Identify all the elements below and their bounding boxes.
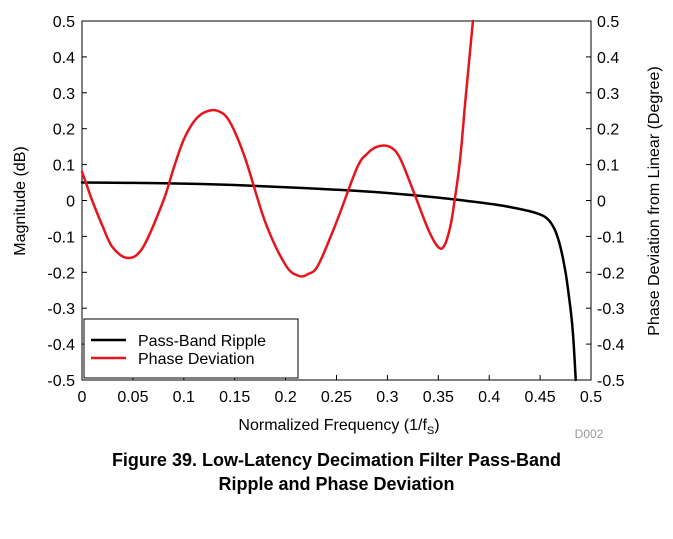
y-axis-ticks: -0.5 -0.4 -0.3 -0.2 -0.1 0 0.1 0.2 0.3 0.4 0.5: [47, 14, 87, 390]
y2-tick-label: 0.3: [597, 86, 619, 103]
x-tick-label: 0.3: [376, 389, 398, 406]
y2-tick-label: -0.4: [597, 337, 625, 354]
y2-tick-label: -0.2: [597, 265, 625, 282]
pass-band-ripple-line: [80, 181, 577, 382]
y2-tick-label: 0.1: [597, 158, 619, 175]
legend-label-phase: Phase Deviation: [138, 351, 255, 368]
x-tick-label: 0.05: [117, 389, 148, 406]
legend: Pass-Band Ripple Phase Deviation: [83, 318, 299, 379]
x-tick-label: 0.35: [423, 389, 454, 406]
x-axis-ticks: 0 0.05 0.1 0.15 0.2 0.25 0.3 0.35 0.4 0.45 0.5: [78, 375, 602, 406]
y-tick-label: 0.5: [53, 14, 75, 31]
y2-tick-label: -0.1: [597, 229, 625, 246]
caption-line-2: Ripple and Phase Deviation: [218, 474, 455, 494]
y-tick-label: -0.3: [47, 301, 75, 318]
legend-box: [83, 318, 299, 379]
y2-tick-label: 0.4: [597, 50, 619, 67]
x-tick-label: 0.15: [219, 389, 250, 406]
x-axis-title-subscript: S: [427, 425, 434, 437]
y-tick-label: 0.4: [53, 50, 75, 67]
y-tick-label: -0.1: [47, 229, 75, 246]
caption-line-1: Figure 39. Low-Latency Decimation Filter…: [111, 450, 562, 470]
x-tick-label: 0.45: [525, 389, 556, 406]
y-tick-label: 0: [66, 194, 75, 211]
x-tick-label: 0.4: [478, 389, 500, 406]
y-axis-title: Magnitude (dB): [12, 146, 29, 255]
x-tick-label: 0: [78, 389, 87, 406]
y2-tick-label: 0.2: [597, 122, 619, 139]
y-tick-label: 0.2: [53, 122, 75, 139]
x-tick-label: 0.1: [173, 389, 195, 406]
y2-tick-label: -0.3: [597, 301, 625, 318]
y2-tick-label: -0.5: [597, 373, 625, 390]
y2-axis-ticks: -0.5 -0.4 -0.3 -0.2 -0.1 0 0.1 0.2 0.3 0.4 0.5: [586, 14, 625, 390]
x-tick-label: 0.2: [274, 389, 296, 406]
y2-axis-title: Phase Deviation from Linear (Degree): [646, 66, 663, 335]
y2-tick-label: 0: [597, 194, 606, 211]
y2-tick-label: 0.5: [597, 14, 619, 31]
chart-svg: 0 0.05 0.1 0.15 0.2 0.25 0.3 0.35 0.4 0.45 0.5 -0.…: [12, 14, 663, 440]
y-tick-label: -0.4: [47, 337, 75, 354]
y-tick-label: 0.1: [53, 158, 75, 175]
y-tick-label: -0.2: [47, 265, 75, 282]
series-layer: [80, 19, 577, 382]
y-tick-label: -0.5: [47, 373, 75, 390]
legend-label-pass-band: Pass-Band Ripple: [138, 333, 266, 350]
x-tick-label: 0.5: [580, 389, 602, 406]
phase-deviation-line: [80, 19, 475, 278]
x-tick-label: 0.25: [321, 389, 352, 406]
figure-caption: Figure 39. Low-Latency Decimation Filter…: [0, 448, 673, 496]
figure-code: D002: [575, 427, 604, 440]
x-axis-title: Normalized Frequency (1/fS): [238, 417, 439, 437]
y-tick-label: 0.3: [53, 86, 75, 103]
